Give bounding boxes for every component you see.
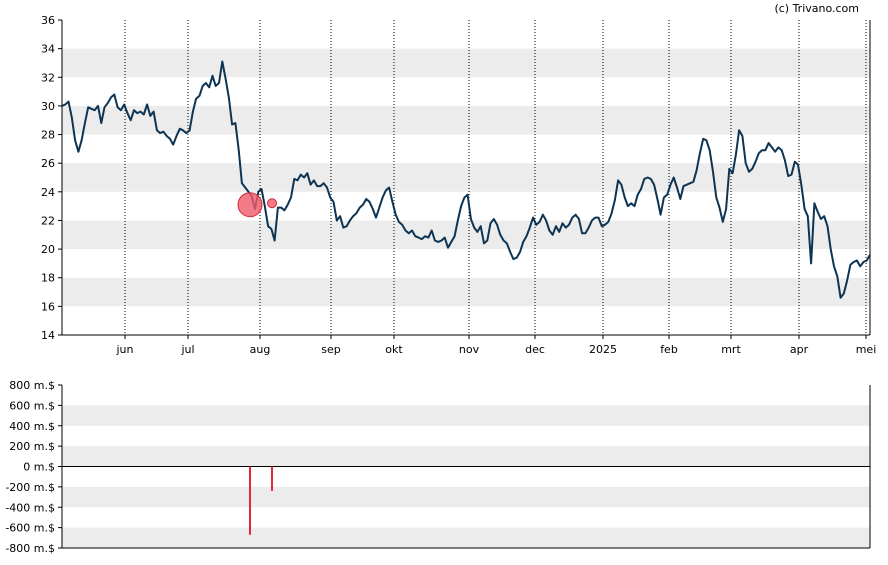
price-band	[62, 163, 870, 192]
volume-y-tick-label: -200 m.$	[5, 481, 55, 494]
x-tick-label: apr	[790, 343, 809, 356]
volume-y-tick-label: 600 m.$	[9, 399, 55, 412]
volume-y-tick-label: 800 m.$	[9, 379, 55, 392]
y-tick-label: 24	[41, 186, 55, 199]
x-tick-label: jul	[180, 343, 194, 356]
price-band	[62, 277, 870, 307]
event-marker	[267, 198, 277, 209]
volume-band	[62, 405, 870, 426]
volume-y-tick-label: -800 m.$	[5, 542, 55, 555]
volume-y-tick-label: -400 m.$	[5, 501, 55, 514]
y-tick-label: 28	[41, 129, 55, 142]
y-tick-label: 20	[41, 243, 55, 256]
y-tick-label: 22	[41, 214, 55, 227]
price-band	[62, 105, 870, 135]
volume-y-tick-label: 200 m.$	[9, 440, 55, 453]
x-tick-label: sep	[321, 343, 340, 356]
price-band	[62, 220, 870, 250]
x-tick-label: dec	[525, 343, 545, 356]
y-tick-label: 18	[41, 272, 55, 285]
volume-band	[62, 486, 870, 508]
event-marker	[237, 192, 263, 218]
y-tick-label: 26	[41, 157, 55, 170]
x-tick-label: nov	[459, 343, 480, 356]
x-tick-label: aug	[250, 343, 271, 356]
x-tick-label: feb	[660, 343, 678, 356]
y-tick-label: 34	[41, 43, 55, 56]
x-tick-label: mrt	[721, 343, 741, 356]
volume-band	[62, 527, 870, 548]
volume-band	[62, 446, 870, 467]
y-tick-label: 30	[41, 100, 55, 113]
credit-label: (c) Trivano.com	[774, 2, 859, 15]
volume-y-tick-label: -600 m.$	[5, 522, 55, 535]
y-tick-label: 36	[41, 14, 55, 27]
y-tick-label: 16	[41, 300, 55, 313]
x-tick-label: mei	[856, 343, 877, 356]
x-tick-label: jun	[116, 343, 134, 356]
volume-y-tick-label: 0 m.$	[23, 461, 55, 474]
volume-y-tick-label: 400 m.$	[9, 420, 55, 433]
price-line	[61, 60, 871, 299]
y-tick-label: 32	[41, 71, 55, 84]
x-tick-label: 2025	[589, 343, 617, 356]
price-band	[62, 48, 870, 78]
x-tick-label: okt	[385, 343, 403, 356]
y-tick-label: 14	[41, 329, 55, 342]
